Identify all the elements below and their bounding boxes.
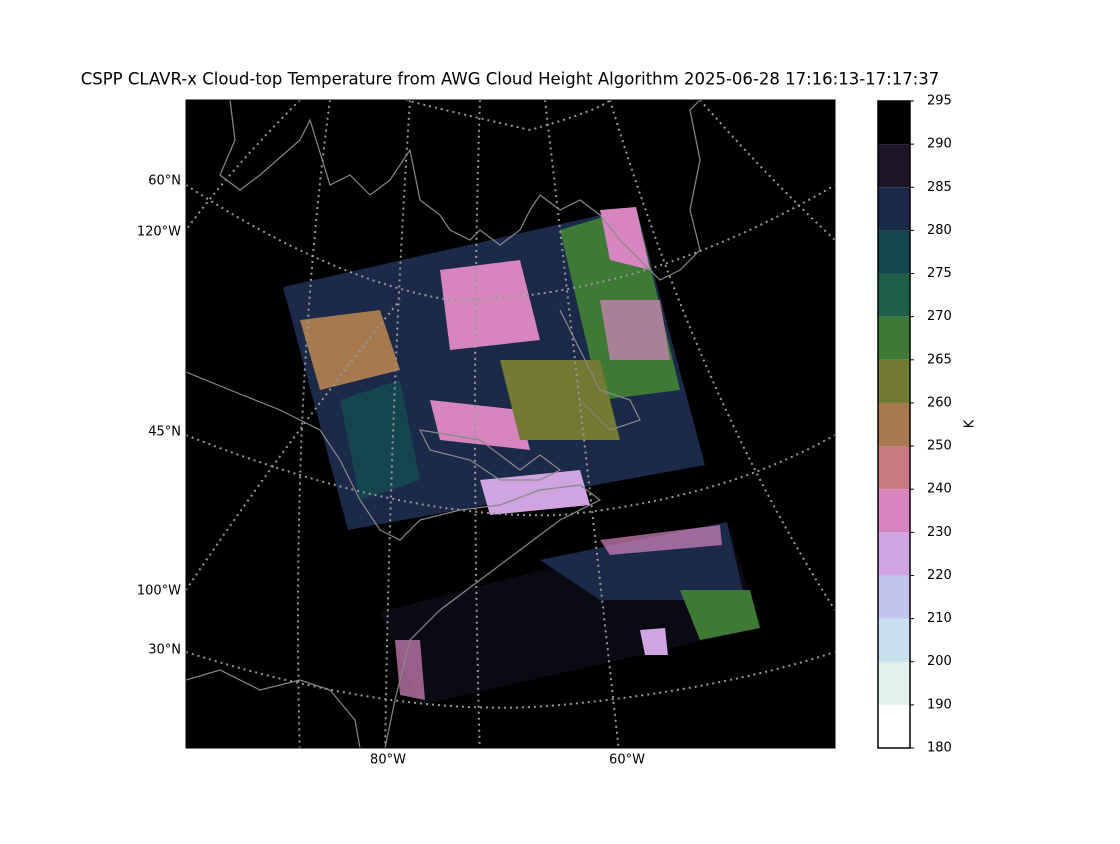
colorbar-tick-label: 240 [927, 482, 952, 497]
map-content [186, 100, 835, 748]
colorbar-tick-label: 210 [927, 611, 952, 626]
colorbar-segment [878, 704, 910, 748]
colorbar-segment [878, 187, 910, 231]
colorbar-tick-label: 290 [927, 137, 952, 152]
upper-swath [283, 207, 705, 530]
colorbar-segment [878, 532, 910, 576]
colorbar-tick-label: 220 [927, 568, 952, 583]
colorbar-segment [878, 661, 910, 705]
lon-label: 100°W [137, 584, 181, 599]
map-frame [185, 99, 836, 749]
colorbar-tick-label: 250 [927, 439, 952, 454]
coastlines [186, 100, 701, 748]
colorbar-tick-label: 280 [927, 223, 952, 238]
lat-label: 45°N [148, 425, 181, 440]
lon-label: 80°W [370, 753, 406, 768]
colorbar-tick-label: 265 [927, 352, 952, 367]
title: CSPP CLAVR-x Cloud-top Temperature from … [81, 70, 940, 89]
colorbar-segment [878, 273, 910, 317]
colorbar-tick-label: 180 [927, 741, 952, 756]
colorbar-tick-label: 190 [927, 697, 952, 712]
colorbar-segment [878, 402, 910, 447]
colorbar-frame [877, 100, 911, 749]
lon-label: 60°W [609, 753, 645, 768]
colorbar-label: K [963, 419, 978, 428]
colorbar-segment [878, 618, 910, 662]
colorbar-tick-label: 275 [927, 266, 952, 281]
colorbar-tick-label: 260 [927, 395, 952, 410]
colorbar-segment [878, 359, 910, 403]
lat-label: 60°N [148, 174, 181, 189]
colorbar-tick-label: 200 [927, 654, 952, 669]
colorbar-segment [878, 230, 910, 274]
colorbar-segment [878, 144, 910, 188]
lon-label: 120°W [137, 225, 181, 240]
lower-swath [380, 522, 760, 705]
colorbar-segment [878, 446, 910, 490]
colorbar-segment [878, 316, 910, 360]
colorbar-tick-label: 230 [927, 525, 952, 540]
lat-label: 30°N [148, 643, 181, 658]
colorbar-segment [878, 101, 910, 145]
colorbar-tick-label: 285 [927, 180, 952, 195]
colorbar-segment [878, 575, 910, 619]
colorbar-segment [878, 489, 910, 533]
colorbar-tick-label: 295 [927, 94, 952, 109]
colorbar-tick-label: 270 [927, 309, 952, 324]
